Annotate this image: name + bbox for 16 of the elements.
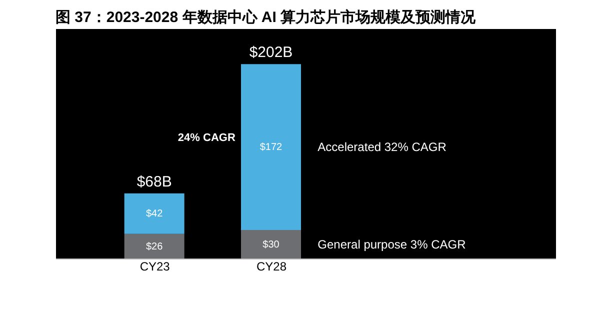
- data-label: $42: [146, 208, 164, 220]
- data-label: $26: [146, 241, 164, 252]
- total-label: $202B: [249, 44, 293, 62]
- x-tick-label: CY23: [140, 260, 170, 274]
- series-label: General purpose 3% CAGR: [318, 238, 466, 252]
- series-label: Accelerated 32% CAGR: [318, 140, 447, 154]
- data-label: $172: [260, 142, 283, 154]
- bar: [124, 234, 184, 259]
- total-label: $68B: [136, 173, 172, 190]
- bar: [241, 64, 301, 230]
- x-tick-label: CY28: [256, 260, 287, 274]
- annotation: 24% CAGR: [178, 132, 236, 144]
- data-label: $30: [262, 240, 280, 251]
- bar: [241, 230, 301, 259]
- bar: [124, 193, 184, 234]
- chart-title: 图 37：2023-2028 年数据中心 AI 算力芯片市场规模及预测情况: [56, 8, 477, 26]
